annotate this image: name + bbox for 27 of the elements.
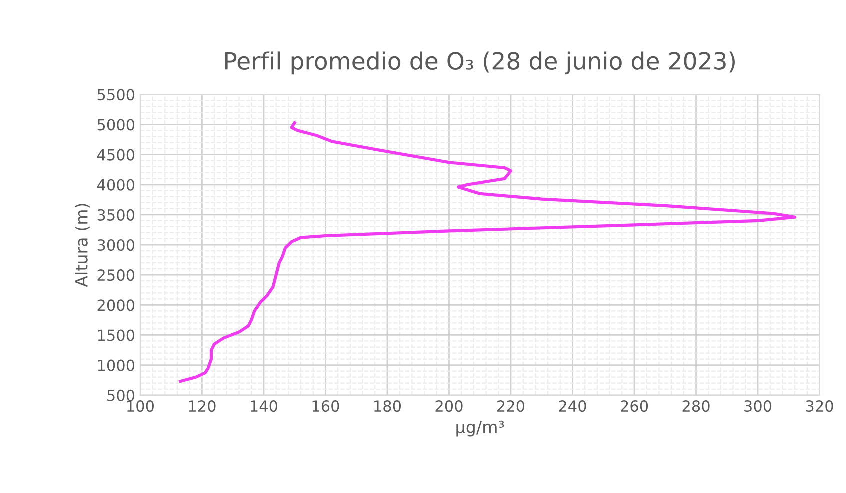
y-tick-label: 4500 [97, 149, 135, 161]
x-tick-label: 300 [744, 400, 772, 412]
x-tick-label: 120 [189, 400, 216, 412]
x-axis-title: µg/m³ [456, 420, 504, 437]
x-tick-label: 100 [128, 400, 154, 412]
chart-title: Perfil promedio de O₃ (28 de junio de 2023) [225, 52, 735, 75]
y-tick-label: 2000 [98, 300, 135, 312]
x-tick-label: 320 [806, 400, 834, 412]
y-tick-label: 1000 [98, 360, 135, 372]
y-tick-label: 5500 [98, 89, 135, 101]
y-tick-label: 1500 [98, 330, 135, 342]
x-tick-label: 160 [312, 400, 340, 412]
x-tick-label: 140 [251, 400, 278, 412]
x-tick-label: 200 [436, 400, 463, 412]
x-tick-label: 260 [621, 400, 648, 412]
y-tick-label: 2500 [98, 270, 135, 282]
x-tick-label: 280 [682, 400, 710, 412]
x-tick-label: 180 [374, 400, 402, 412]
y-tick-label: 3000 [98, 239, 135, 252]
x-tick-label: 220 [498, 400, 525, 412]
y-tick-label: 3500 [98, 209, 135, 221]
y-tick-label: 5000 [98, 119, 135, 131]
y-axis-title: Altura (m) [75, 204, 90, 288]
y-tick-label: 500 [108, 390, 135, 402]
line-series [179, 121, 797, 384]
x-tick-label: 240 [559, 400, 586, 412]
y-tick-label: 4000 [97, 179, 135, 191]
